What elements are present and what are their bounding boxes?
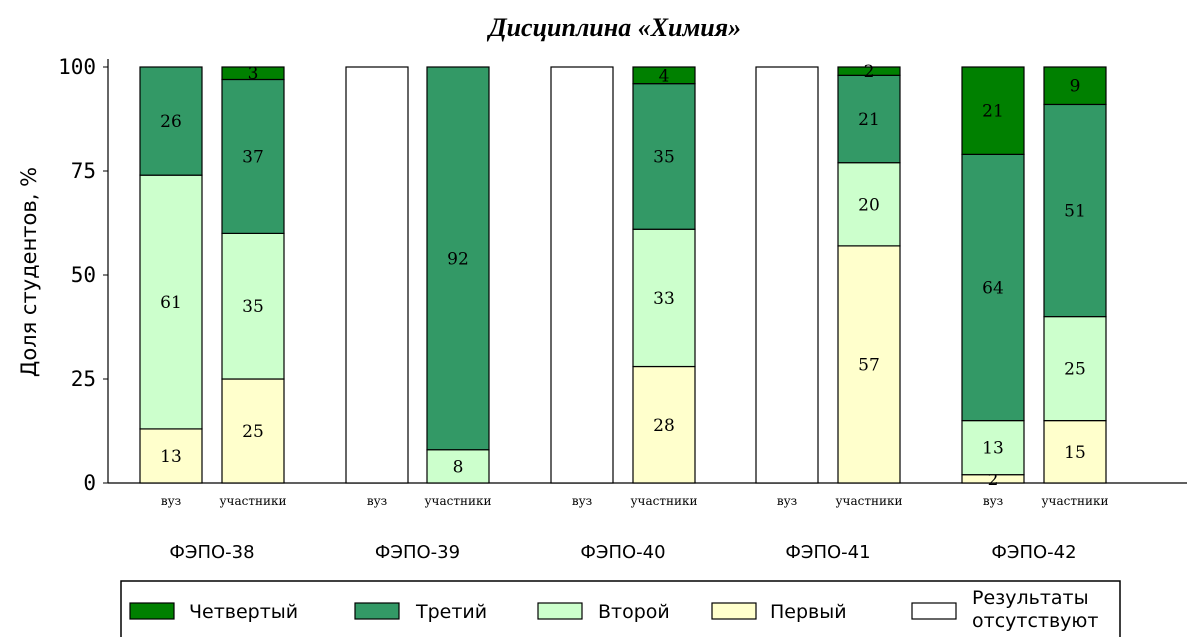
legend-label: Второй <box>598 601 670 623</box>
bar-segment <box>837 66 901 76</box>
data-label: 33 <box>653 289 675 309</box>
legend-item: Первый <box>711 601 847 623</box>
x-tick-label: вуз <box>983 494 1003 508</box>
bar-group: 13 61 26 вуз 25 35 37 3 участники ФЭПО-38 <box>139 64 287 563</box>
data-label: 15 <box>1064 443 1086 463</box>
bar-segment <box>1043 66 1107 106</box>
legend-swatch <box>354 602 400 620</box>
legend-swatch <box>711 602 757 620</box>
y-tick-label: 0 <box>83 471 96 495</box>
data-label: 2 <box>864 62 875 82</box>
data-label: 25 <box>242 422 264 442</box>
bar-group: вуз 57 20 21 2 участники ФЭПО-41 <box>755 62 903 563</box>
bar-segment <box>221 378 285 484</box>
y-axis-label: Доля студентов, % <box>17 167 41 377</box>
bar-segment <box>1043 316 1107 422</box>
data-label: 4 <box>659 66 670 86</box>
data-label: 64 <box>982 278 1004 298</box>
data-label: 8 <box>453 457 464 477</box>
x-tick-label: участники <box>835 494 902 508</box>
y-tick-label: 25 <box>71 367 96 391</box>
legend-label: Результаты <box>972 587 1089 609</box>
data-label: 25 <box>1064 360 1086 380</box>
y-tick-label: 100 <box>58 55 96 79</box>
group-label: ФЭПО-40 <box>580 542 665 563</box>
x-tick-label: участники <box>630 494 697 508</box>
bar-segment <box>139 66 203 176</box>
bar-segment <box>632 365 696 484</box>
x-tick-label: вуз <box>572 494 592 508</box>
legend-swatch <box>911 602 957 620</box>
bar-group: вуз 28 33 35 4 участники ФЭПО-40 <box>550 66 698 563</box>
bars: 136126вуз2535373участникиФЭПО-38вуз892уч… <box>139 62 1109 563</box>
data-label: 26 <box>160 112 182 132</box>
y-tick-label: 75 <box>71 159 96 183</box>
data-label: 51 <box>1064 202 1086 222</box>
group-label: ФЭПО-39 <box>375 542 460 563</box>
chart-title: Дисциплина «Химия» <box>487 13 741 42</box>
data-label: 35 <box>653 147 675 167</box>
bar-segment <box>221 232 285 380</box>
legend-label: отсутствуют <box>972 610 1098 632</box>
data-label: 37 <box>242 147 264 167</box>
group-label: ФЭПО-41 <box>785 542 870 563</box>
bar-group: 2 13 64 21 вуз 15 25 51 9 участники ФЭПО-42 <box>961 66 1109 563</box>
legend-item: Четвертый <box>129 601 298 623</box>
data-label: 2 <box>988 470 999 490</box>
bar-segment <box>1043 420 1107 484</box>
legend-item: Второй <box>537 601 670 623</box>
data-label: 9 <box>1070 77 1081 97</box>
group-label: ФЭПО-38 <box>169 542 254 563</box>
bar-segment <box>837 74 901 164</box>
y-tick-label: 50 <box>71 263 96 287</box>
data-label: 35 <box>242 297 264 317</box>
group-label: ФЭПО-42 <box>991 542 1076 563</box>
bar-segment <box>632 83 696 230</box>
x-tick-label: участники <box>1041 494 1108 508</box>
legend-label: Третий <box>415 601 487 623</box>
bar-segment <box>221 66 285 81</box>
bar-segment <box>221 78 285 235</box>
data-label: 92 <box>447 249 469 269</box>
data-label: 13 <box>160 447 182 467</box>
bar-segment <box>632 66 696 85</box>
bar-segment <box>837 162 901 247</box>
bar-segment <box>426 66 490 451</box>
legend-item: Третий <box>354 601 487 623</box>
x-tick-label: участники <box>424 494 491 508</box>
data-label: 20 <box>858 195 880 215</box>
bar-no-results <box>755 66 819 484</box>
bar-segment <box>961 153 1025 422</box>
bar-segment <box>837 245 901 484</box>
data-label: 21 <box>982 102 1004 122</box>
bar-segment <box>1043 103 1107 318</box>
x-tick-label: вуз <box>777 494 797 508</box>
legend-swatch <box>129 602 175 620</box>
legend-label: Первый <box>770 601 847 623</box>
bar-segment <box>632 228 696 368</box>
bar-no-results <box>345 66 409 484</box>
data-label: 13 <box>982 439 1004 459</box>
x-tick-label: вуз <box>161 494 181 508</box>
bar-segment <box>961 66 1025 155</box>
data-label: 3 <box>248 64 259 84</box>
bar-no-results <box>550 66 614 484</box>
x-tick-label: участники <box>219 494 286 508</box>
x-tick-label: вуз <box>367 494 387 508</box>
legend-label: Четвертый <box>189 601 298 623</box>
legend-swatch <box>537 602 583 620</box>
bar-group: вуз 8 92 участники ФЭПО-39 <box>345 66 492 563</box>
data-label: 57 <box>858 355 880 375</box>
data-label: 61 <box>160 293 182 313</box>
data-label: 28 <box>653 416 675 436</box>
legend: Четвертый Третий Второй Первый Результатыотс… <box>120 580 1121 637</box>
data-label: 21 <box>858 110 880 130</box>
